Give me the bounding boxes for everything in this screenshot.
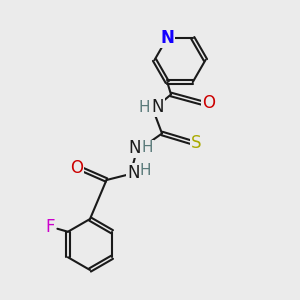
Text: O: O (202, 94, 215, 112)
Text: H: H (139, 100, 150, 115)
Text: H: H (140, 163, 151, 178)
Text: N: N (160, 29, 174, 47)
Text: N: N (151, 98, 164, 116)
Text: N: N (127, 164, 140, 181)
Text: F: F (45, 218, 55, 236)
Text: S: S (191, 134, 202, 152)
Text: N: N (129, 139, 141, 157)
Text: O: O (70, 159, 83, 177)
Text: H: H (141, 140, 153, 155)
